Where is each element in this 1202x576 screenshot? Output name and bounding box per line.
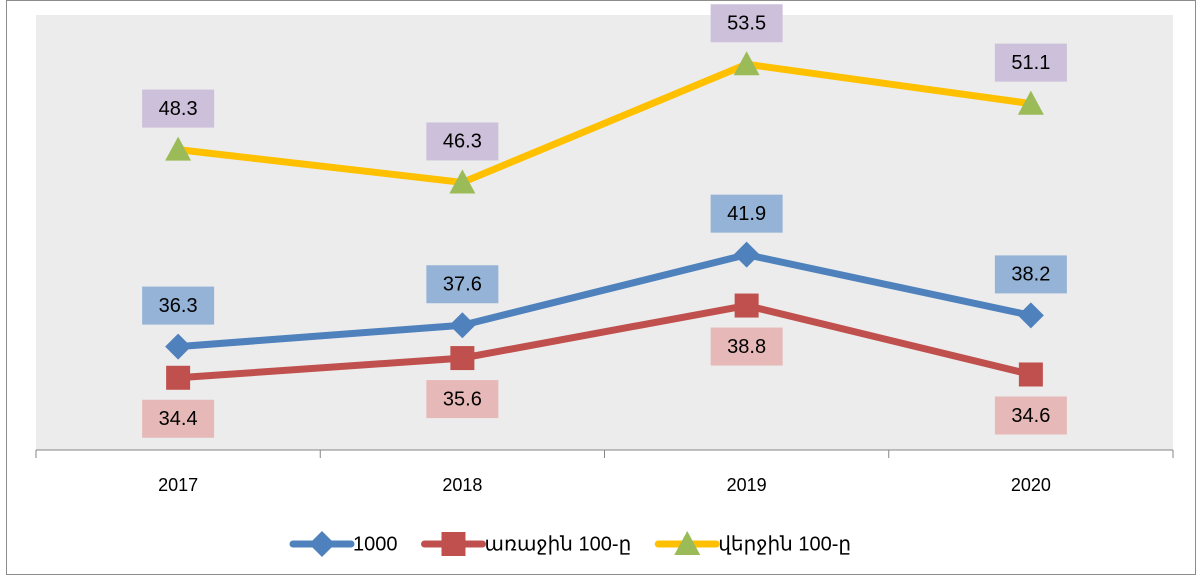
legend-label: առաջին 100-ը [485, 533, 632, 555]
series-line [177, 302, 1032, 382]
marker [449, 169, 476, 194]
legend-label: 1000 [353, 533, 398, 555]
marker [449, 312, 476, 339]
data-label-box [994, 396, 1067, 435]
data-label-box [710, 194, 783, 233]
data-label-box [426, 380, 499, 419]
data-label: 46.3 [443, 131, 482, 153]
data-label: 38.8 [727, 336, 766, 358]
marker [1017, 302, 1044, 329]
marker [166, 365, 191, 390]
series-line [177, 60, 1032, 186]
legend-marker [441, 532, 466, 556]
data-label-box [426, 265, 499, 304]
data-label: 36.3 [159, 295, 198, 317]
data-label: 37.6 [443, 274, 482, 296]
data-label-box [142, 89, 215, 128]
data-label: 48.3 [159, 98, 198, 120]
data-label: 51.1 [1011, 52, 1050, 74]
legend-marker [309, 531, 335, 557]
data-label-box [142, 399, 215, 438]
x-tick-label: 2019 [727, 475, 767, 495]
data-label-box [142, 286, 215, 325]
marker [734, 293, 759, 318]
data-label: 34.4 [159, 408, 198, 430]
legend-marker [674, 531, 701, 556]
data-label: 34.6 [1011, 405, 1050, 427]
data-label: 35.6 [443, 388, 482, 410]
data-label-box [994, 43, 1067, 82]
data-label-box [994, 255, 1067, 294]
data-label: 38.2 [1011, 264, 1050, 286]
data-label: 53.5 [727, 13, 766, 35]
marker [733, 241, 760, 268]
data-label-box [710, 327, 783, 366]
x-tick-label: 2017 [158, 475, 198, 495]
marker [165, 136, 192, 161]
data-label-box [426, 122, 499, 161]
marker [450, 346, 475, 371]
marker [1017, 90, 1044, 115]
x-tick-label: 2020 [1011, 475, 1051, 495]
marker [165, 333, 192, 360]
data-label: 41.9 [727, 203, 766, 225]
series-line [177, 251, 1032, 351]
legend-label: վերջին 100-ը [718, 533, 851, 555]
marker [1018, 362, 1043, 387]
x-tick-label: 2018 [442, 475, 482, 495]
data-label-box [710, 4, 783, 43]
marker [733, 51, 760, 76]
